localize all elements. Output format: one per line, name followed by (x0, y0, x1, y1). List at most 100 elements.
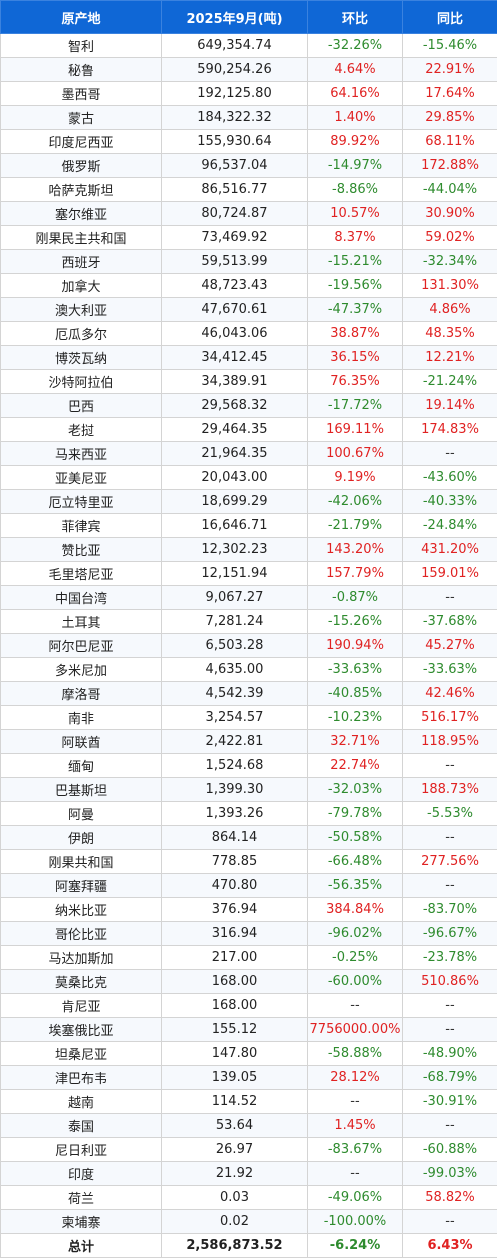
yoy-cell: -5.53% (403, 802, 497, 826)
yoy-cell: -15.46% (403, 34, 497, 58)
volume-cell: 46,043.06 (162, 322, 308, 346)
volume-cell: 73,469.92 (162, 226, 308, 250)
yoy-cell: 48.35% (403, 322, 497, 346)
volume-cell: 86,516.77 (162, 178, 308, 202)
mom-cell: -- (308, 994, 403, 1018)
origin-cell: 阿尔巴尼亚 (1, 634, 162, 658)
yoy-cell: -37.68% (403, 610, 497, 634)
volume-cell: 59,513.99 (162, 250, 308, 274)
mom-cell: -56.35% (308, 874, 403, 898)
volume-cell: 1,393.26 (162, 802, 308, 826)
mom-cell: -33.63% (308, 658, 403, 682)
yoy-cell: -- (403, 874, 497, 898)
yoy-cell: 19.14% (403, 394, 497, 418)
total-row: 总计 2,586,873.52 -6.24% 6.43% (1, 1234, 497, 1258)
yoy-cell: 42.46% (403, 682, 497, 706)
origin-cell: 阿塞拜疆 (1, 874, 162, 898)
origin-cell: 巴基斯坦 (1, 778, 162, 802)
mom-cell: -79.78% (308, 802, 403, 826)
mom-cell: -50.58% (308, 826, 403, 850)
volume-cell: 316.94 (162, 922, 308, 946)
origin-cell: 摩洛哥 (1, 682, 162, 706)
volume-cell: 29,568.32 (162, 394, 308, 418)
origin-cell: 埃塞俄比亚 (1, 1018, 162, 1042)
yoy-cell: -- (403, 442, 497, 466)
mom-cell: 76.35% (308, 370, 403, 394)
origin-cell: 泰国 (1, 1114, 162, 1138)
mom-cell: -42.06% (308, 490, 403, 514)
yoy-cell: -33.63% (403, 658, 497, 682)
volume-cell: 6,503.28 (162, 634, 308, 658)
yoy-cell: 131.30% (403, 274, 497, 298)
mom-cell: -100.00% (308, 1210, 403, 1234)
origin-cell: 澳大利亚 (1, 298, 162, 322)
origin-cell: 厄立特里亚 (1, 490, 162, 514)
origin-cell: 印度 (1, 1162, 162, 1186)
mom-cell: -0.87% (308, 586, 403, 610)
volume-cell: 9,067.27 (162, 586, 308, 610)
origin-cell: 纳米比亚 (1, 898, 162, 922)
yoy-cell: -- (403, 826, 497, 850)
yoy-cell: 174.83% (403, 418, 497, 442)
volume-cell: 12,151.94 (162, 562, 308, 586)
origin-cell: 塞尔维亚 (1, 202, 162, 226)
yoy-cell: 188.73% (403, 778, 497, 802)
mom-cell: 157.79% (308, 562, 403, 586)
volume-cell: 0.03 (162, 1186, 308, 1210)
mom-cell: 10.57% (308, 202, 403, 226)
origin-cell: 伊朗 (1, 826, 162, 850)
mom-cell: 28.12% (308, 1066, 403, 1090)
yoy-cell: -83.70% (403, 898, 497, 922)
total-label: 总计 (1, 1234, 162, 1258)
mom-cell: -21.79% (308, 514, 403, 538)
yoy-cell: 172.88% (403, 154, 497, 178)
volume-cell: 21.92 (162, 1162, 308, 1186)
volume-cell: 29,464.35 (162, 418, 308, 442)
mom-cell: 38.87% (308, 322, 403, 346)
volume-cell: 649,354.74 (162, 34, 308, 58)
yoy-cell: 12.21% (403, 346, 497, 370)
volume-cell: 184,322.32 (162, 106, 308, 130)
mom-cell: 100.67% (308, 442, 403, 466)
mom-cell: -49.06% (308, 1186, 403, 1210)
volume-cell: 217.00 (162, 946, 308, 970)
origin-cell: 马来西亚 (1, 442, 162, 466)
header-yoy: 同比 (403, 1, 497, 34)
volume-cell: 168.00 (162, 994, 308, 1018)
mom-cell: -14.97% (308, 154, 403, 178)
yoy-cell: 68.11% (403, 130, 497, 154)
yoy-cell: 277.56% (403, 850, 497, 874)
yoy-cell: 510.86% (403, 970, 497, 994)
origin-cell: 多米尼加 (1, 658, 162, 682)
origin-cell: 俄罗斯 (1, 154, 162, 178)
yoy-cell: -- (403, 1018, 497, 1042)
total-mom: -6.24% (308, 1234, 403, 1258)
yoy-cell: -21.24% (403, 370, 497, 394)
origin-cell: 阿曼 (1, 802, 162, 826)
origin-cell: 赞比亚 (1, 538, 162, 562)
origin-cell: 印度尼西亚 (1, 130, 162, 154)
mom-cell: -10.23% (308, 706, 403, 730)
mom-cell: -8.86% (308, 178, 403, 202)
volume-cell: 0.02 (162, 1210, 308, 1234)
volume-cell: 155,930.64 (162, 130, 308, 154)
